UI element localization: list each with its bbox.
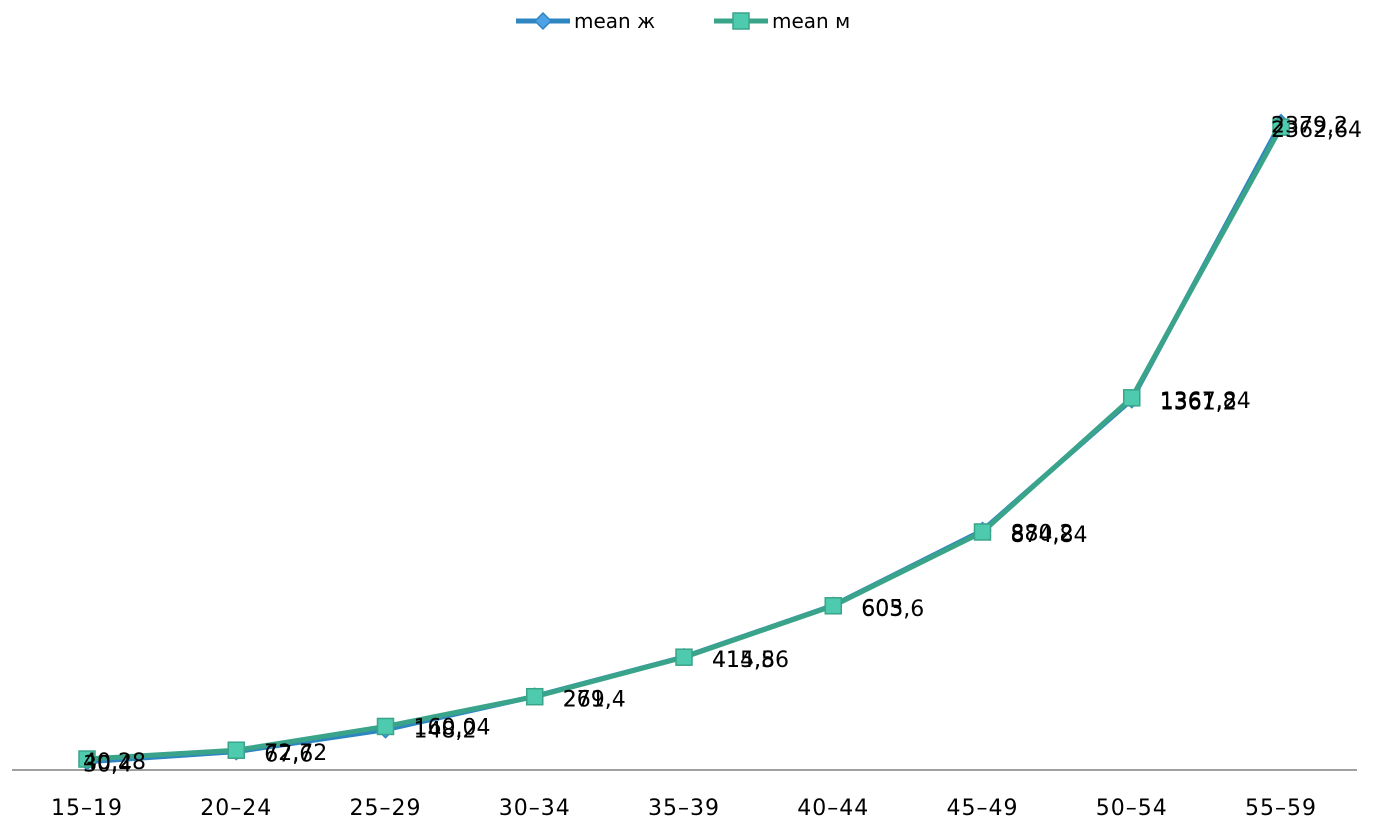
legend-item: mean м — [714, 9, 850, 33]
x-tick-label: 45–49 — [947, 796, 1019, 821]
data-label: 1361,2 — [1160, 391, 1237, 416]
data-label: 603,6 — [861, 597, 924, 622]
series-2 — [78, 118, 1290, 768]
data-label: 874,84 — [1011, 523, 1088, 548]
data-point-marker — [675, 648, 693, 666]
data-point-marker — [1272, 118, 1290, 136]
data-label: 67,6 — [264, 743, 313, 768]
x-tick-labels: 15–19 20–24 25–29 30–34 35–39 40–44 45–49 50–54… — [51, 796, 1317, 821]
x-tick-label: 50–54 — [1096, 796, 1168, 821]
x-tick-label: 20–24 — [200, 796, 272, 821]
legend-marker — [533, 11, 553, 31]
data-label: 605 — [861, 596, 903, 621]
data-label: 415,8 — [712, 648, 775, 673]
data-point-marker — [1123, 389, 1141, 407]
data-point-marker — [973, 523, 992, 541]
data-label: 1367,84 — [1160, 389, 1251, 414]
data-label: 271 — [563, 687, 605, 712]
legend: mean ж mean м — [516, 9, 850, 33]
x-tick-label: 15–19 — [51, 796, 123, 821]
data-label: 30,4 — [83, 753, 132, 778]
data-label: 148,2 — [414, 719, 477, 744]
data-label: 160,04 — [414, 715, 491, 740]
x-tick-label: 55–59 — [1245, 796, 1317, 821]
data-label: 269,4 — [563, 688, 626, 713]
data-labels: 30,4 67,6 148,2 271 415,8 605 880,2 1361,2 2379,… — [83, 114, 1362, 778]
data-label: 414,56 — [712, 648, 789, 673]
legend-marker — [732, 12, 750, 30]
legend-label: mean м — [772, 9, 850, 33]
x-tick-label: 40–44 — [797, 796, 869, 821]
legend-item: mean ж — [516, 9, 655, 33]
data-point-marker — [824, 597, 842, 615]
data-label: 72,72 — [264, 741, 327, 766]
data-point-marker — [526, 687, 544, 706]
data-point-marker — [376, 717, 395, 736]
data-label: 2362,64 — [1271, 118, 1362, 143]
data-label: 40,28 — [83, 750, 146, 775]
x-tick-label: 35–39 — [648, 796, 720, 821]
x-tick-label: 30–34 — [499, 796, 571, 821]
data-point-marker — [78, 750, 96, 768]
data-label: 2379,2 — [1271, 114, 1348, 139]
data-point-marker — [227, 741, 245, 759]
x-tick-label: 25–29 — [350, 796, 422, 821]
legend-label: mean ж — [574, 9, 655, 33]
series-layer — [77, 113, 1291, 771]
series-1 — [77, 113, 1291, 771]
data-label: 880,2 — [1011, 522, 1074, 547]
